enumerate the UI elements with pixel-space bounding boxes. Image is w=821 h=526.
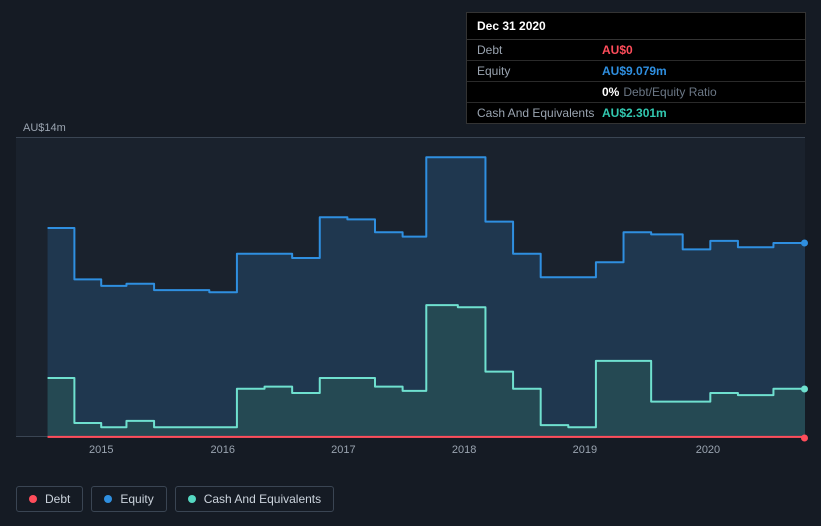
ratio-label: Debt/Equity Ratio (623, 85, 716, 99)
legend-item-equity[interactable]: Equity (91, 486, 166, 512)
legend-label: Equity (120, 492, 153, 506)
x-tick-label: 2015 (89, 444, 113, 456)
x-tick-label: 2016 (210, 444, 234, 456)
legend-item-cash[interactable]: Cash And Equivalents (175, 486, 334, 512)
tooltip-value: AU$9.079m (602, 64, 667, 78)
tooltip-row-equity: Equity AU$9.079m (467, 61, 805, 82)
series-end-marker-equity (801, 240, 808, 247)
tooltip-row-debt: Debt AU$0 (467, 40, 805, 61)
legend-dot-icon (188, 495, 196, 503)
chart-legend: Debt Equity Cash And Equivalents (16, 486, 334, 512)
legend-dot-icon (104, 495, 112, 503)
tooltip-row-cash: Cash And Equivalents AU$2.301m (467, 103, 805, 123)
ratio-percent: 0% (602, 85, 619, 99)
x-tick-label: 2020 (696, 444, 720, 456)
legend-item-debt[interactable]: Debt (16, 486, 83, 512)
x-tick-label: 2019 (573, 444, 597, 456)
legend-dot-icon (29, 495, 37, 503)
y-axis-max-label: AU$14m (23, 122, 66, 134)
legend-label: Debt (45, 492, 70, 506)
x-axis: 2015 2016 2017 2018 2019 2020 (16, 440, 805, 460)
x-tick-label: 2017 (331, 444, 355, 456)
tooltip-ratio: 0% Debt/Equity Ratio (467, 82, 805, 103)
chart-tooltip: Dec 31 2020 Debt AU$0 Equity AU$9.079m 0… (466, 12, 806, 124)
tooltip-value: AU$0 (602, 43, 633, 57)
tooltip-label: Cash And Equivalents (477, 106, 602, 120)
tooltip-date: Dec 31 2020 (467, 13, 805, 40)
tooltip-value: AU$2.301m (602, 106, 667, 120)
chart-plot-area[interactable] (16, 137, 805, 437)
series-end-marker-cash (801, 385, 808, 392)
legend-label: Cash And Equivalents (204, 492, 321, 506)
x-tick-label: 2018 (452, 444, 476, 456)
tooltip-label: Debt (477, 43, 602, 57)
chart-svg (16, 138, 805, 438)
tooltip-label: Equity (477, 64, 602, 78)
